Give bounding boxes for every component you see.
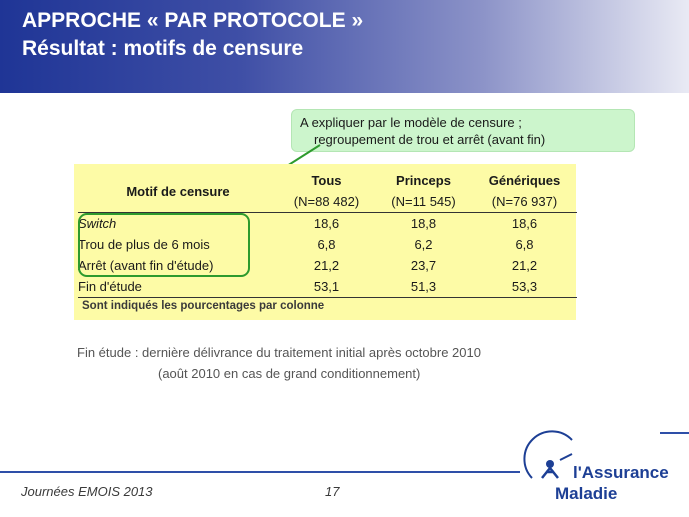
column-header: Génériques: [488, 173, 561, 188]
footer-divider-right: [660, 432, 689, 434]
assurance-maladie-logo-icon: [523, 430, 573, 479]
callout-box: A expliquer par le modèle de censure ; r…: [291, 109, 635, 152]
callout-line-2: regroupement de trou et arrêt (avant fin…: [314, 132, 546, 147]
column-n: (N=88 482): [293, 194, 360, 209]
footer-event: Journées EMOIS 2013: [21, 484, 153, 499]
row-label: Fin d'étude: [78, 276, 278, 298]
table-header-n-row: (N=88 482) (N=11 545) (N=76 937): [78, 191, 577, 213]
row-label: Trou de plus de 6 mois: [78, 237, 210, 252]
censure-table: Motif de censure Tous Princeps Générique…: [78, 170, 577, 298]
table-row: Fin d'étude 53,1 51,3 53,3: [78, 276, 577, 298]
table-cell: 23,7: [410, 258, 437, 273]
row-label: Arrêt (avant fin d'étude): [78, 258, 214, 273]
table-cell: 21,2: [511, 258, 538, 273]
column-n: (N=76 937): [491, 194, 558, 209]
slide-title: APPROCHE « PAR PROTOCOLE »: [22, 9, 364, 32]
footnote-line-2: (août 2010 en cas de grand conditionneme…: [158, 366, 421, 381]
table-header-label: Motif de censure: [126, 183, 230, 199]
table-cell: 6,8: [515, 237, 534, 252]
table-row: Switch 18,6 18,8 18,6: [78, 212, 577, 234]
highlight-box: [78, 213, 250, 277]
slide-subtitle: Résultat : motifs de censure: [22, 37, 304, 60]
logo-text-line-1: l'Assurance: [573, 463, 669, 482]
table-row: Arrêt (avant fin d'étude) 21,2 23,7 21,2: [78, 255, 577, 276]
footer-divider: [0, 471, 520, 473]
table-cell: 18,8: [375, 212, 472, 234]
table-cell: 6,8: [317, 237, 336, 252]
table-header-row: Motif de censure Tous Princeps Générique…: [78, 170, 577, 199]
table-cell: 53,3: [472, 276, 577, 298]
logo-text-line-2: Maladie: [555, 484, 618, 503]
column-header: Princeps: [396, 173, 451, 188]
table-cell: 18,6: [472, 212, 577, 234]
page-number: 17: [325, 484, 340, 499]
table-row: Trou de plus de 6 mois 6,8 6,2 6,8: [78, 234, 577, 255]
table-cell: 21,2: [313, 258, 340, 273]
column-n: (N=11 545): [391, 194, 456, 209]
table-cell: 51,3: [375, 276, 472, 298]
table-cell: 18,6: [278, 212, 375, 234]
footnote-line-1: Fin étude : dernière délivrance du trait…: [77, 345, 481, 360]
column-header: Tous: [311, 173, 342, 188]
row-label: Switch: [78, 212, 278, 234]
table-cell: 6,2: [414, 237, 433, 252]
table-cell: 53,1: [278, 276, 375, 298]
slide-header: [0, 0, 689, 93]
table-note: Sont indiqués les pourcentages par colon…: [82, 300, 325, 312]
callout-line-1: A expliquer par le modèle de censure ;: [300, 115, 522, 130]
